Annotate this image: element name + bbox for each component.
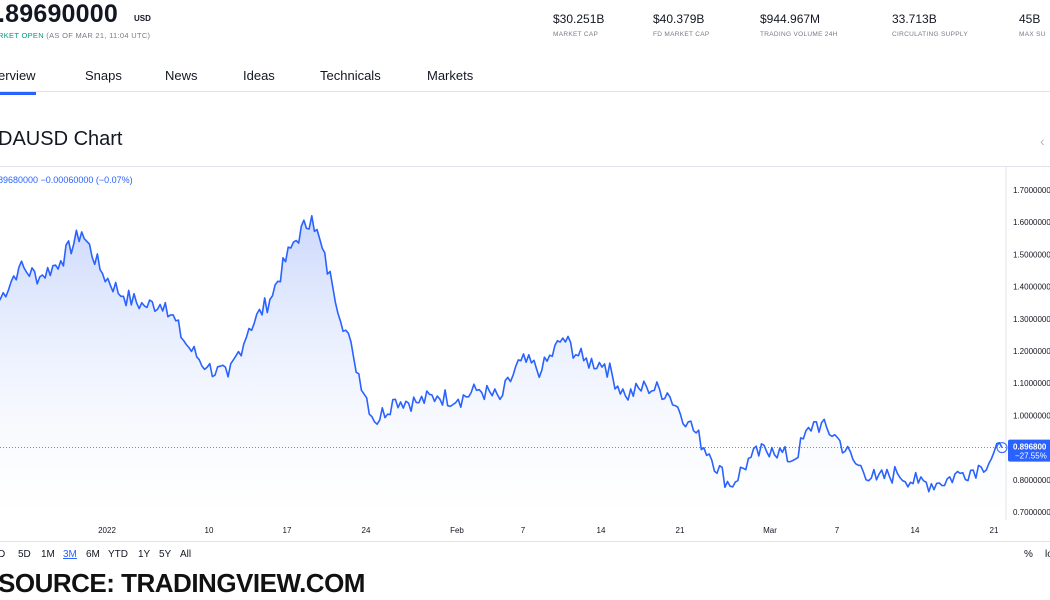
range-5d[interactable]: 5D [18,549,31,560]
x-tick-label: 24 [362,526,371,535]
tab-ideas[interactable]: Ideas [243,68,275,83]
last-point-marker [996,442,1008,454]
stat-value: 45B [1019,12,1041,26]
y-tick-label: 1.3000000 [1013,315,1050,324]
range-1y[interactable]: 1Y [138,549,151,560]
y-tick-label: 1.1000000 [1013,379,1050,388]
chevron-left-icon[interactable]: ‹ [1040,133,1045,149]
y-tick-label: 0.7000000 [1013,508,1050,517]
log-scale-button[interactable]: lo [1045,549,1050,560]
range-5y[interactable]: 5Y [159,549,172,560]
stat-value: 33.713B [892,12,937,26]
y-tick-label: 1.4000000 [1013,283,1050,292]
tab-bar: erview Snaps News Ideas Technicals Marke… [0,60,1050,95]
range-all[interactable]: All [180,549,192,560]
price-value: .89690000 [0,0,118,28]
price-chart[interactable]: 1.7000000 1.6000000 1.5000000 1.4000000 1.30… [0,166,1050,542]
stat-circulating-supply: 33.713B CIRCULATING SUPPLY [892,12,968,38]
tab-news[interactable]: News [165,68,198,83]
y-tick-label: 1.7000000 [1013,186,1050,195]
y-tick-label: 1.2000000 [1013,347,1050,356]
stat-label: MARKET CAP [553,31,599,38]
chart-legend: 89680000 −0.00060000 (−0.07%) [0,175,133,185]
chart-frame [0,166,1050,542]
y-tick-label: 1.0000000 [1013,411,1050,420]
last-price-tag [1008,439,1050,462]
stat-value: $40.379B [653,12,705,26]
y-tick-label: 0.8000000 [1013,476,1050,485]
x-tick-label: Feb [450,526,464,535]
price-currency: USD [134,14,151,23]
market-status: RKET OPEN (AS OF MAR 21, 11:04 UTC) [0,31,150,40]
stat-label: FD MARKET CAP [653,31,710,38]
tab-overview[interactable]: erview [0,68,36,95]
range-3m[interactable]: 3M [63,549,77,560]
range-1d[interactable]: D [0,549,6,560]
percent-scale-button[interactable]: % [1024,549,1033,560]
chart-title: DAUSD Chart [0,128,123,150]
area-fill [0,215,1002,520]
stat-label: CIRCULATING SUPPLY [892,31,968,38]
as-of-label: (AS OF MAR 21, 11:04 UTC) [46,31,151,40]
x-tick-label: 17 [283,526,292,535]
range-6m[interactable]: 6M [86,549,100,560]
coin-header: .89690000 USD RKET OPEN (AS OF MAR 21, 1… [0,0,1050,50]
stat-label: MAX SU [1019,31,1046,38]
tab-markets[interactable]: Markets [427,68,474,83]
stat-market-cap: $30.251B MARKET CAP [553,12,604,38]
market-open-label: RKET OPEN [0,31,44,40]
price-line [0,215,1003,493]
last-price-value: 0.896800 [1013,443,1047,452]
stat-label: TRADING VOLUME 24H [760,31,838,38]
stat-value: $30.251B [553,12,605,26]
x-tick-label: 7 [521,526,526,535]
last-price-change: −27.55% [1015,452,1047,461]
tab-technicals[interactable]: Technicals [320,68,381,83]
x-tick-label: 21 [676,526,685,535]
range-ytd[interactable]: YTD [108,549,128,560]
range-1m[interactable]: 1M [41,549,55,560]
x-tick-label: 2022 [98,526,116,535]
y-tick-label: 1.6000000 [1013,218,1050,227]
x-tick-label: 21 [990,526,999,535]
x-tick-label: 14 [597,526,606,535]
stat-max-supply: 45B MAX SU [1019,12,1046,38]
source-caption: SOURCE: TRADINGVIEW.COM [0,568,365,598]
x-tick-label: 14 [911,526,920,535]
x-tick-label: 7 [835,526,840,535]
stat-trading-volume: $944.967M TRADING VOLUME 24H [760,12,838,38]
x-tick-label: 10 [205,526,214,535]
y-tick-label: 1.5000000 [1013,250,1050,259]
x-tick-label: Mar [763,526,777,535]
tab-snaps[interactable]: Snaps [85,68,122,83]
stat-value: $944.967M [760,12,821,26]
stat-fd-market-cap: $40.379B FD MARKET CAP [653,12,710,38]
